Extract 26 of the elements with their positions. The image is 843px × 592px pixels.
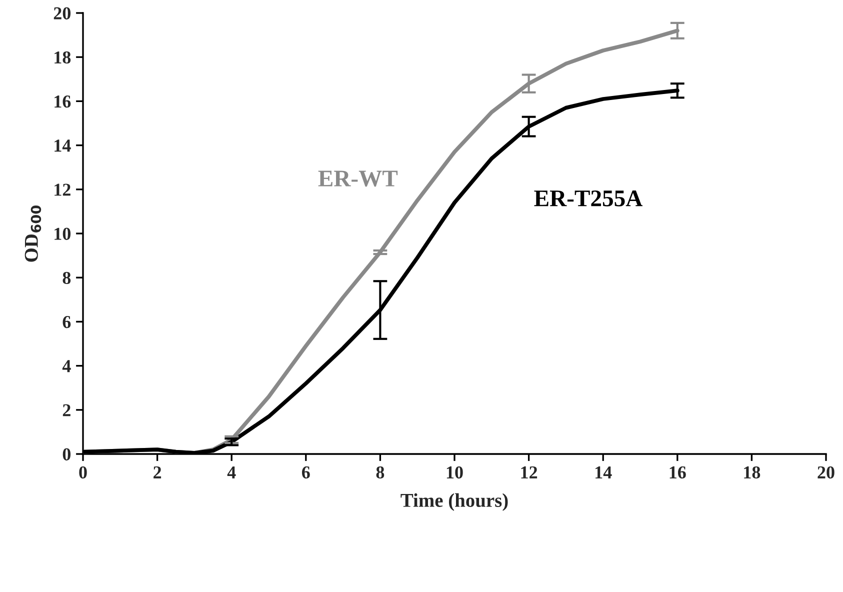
- x-tick-label: 10: [446, 466, 463, 479]
- x-tick-label: 8: [376, 466, 384, 479]
- x-tick-label: 4: [227, 466, 236, 478]
- y-tick-label: 10: [54, 228, 71, 240]
- x-tick-label: 18: [744, 466, 760, 479]
- x-tick-label: 16: [670, 466, 686, 479]
- x-tick-label: 20: [818, 466, 834, 479]
- x-axis-title: Time (hours): [400, 493, 508, 511]
- y-tick-label: 16: [54, 96, 71, 108]
- y-tick-label: 8: [62, 272, 71, 284]
- y-tick-label: 14: [54, 140, 71, 152]
- x-tick-label: 0: [79, 466, 87, 479]
- y-tick-label: 4: [62, 360, 71, 372]
- series-label: ER-WT: [318, 170, 398, 187]
- text: ER-T255A: [534, 190, 643, 206]
- y-tick-label: 12: [54, 184, 70, 196]
- x-tick-label: 6: [302, 466, 310, 479]
- y-tick-label: 18: [54, 51, 71, 64]
- y-axis-title: OD$_{600}$: [24, 206, 42, 262]
- x-tick-label: 12: [521, 466, 538, 478]
- y-tick-label: 6: [62, 316, 71, 328]
- y-tick-label: 2: [62, 404, 70, 416]
- x-tick-label: 14: [596, 466, 612, 478]
- x-tick-label: 2: [154, 466, 162, 478]
- y-tick-label: 20: [54, 7, 71, 20]
- y-tick-label: 0: [62, 448, 71, 460]
